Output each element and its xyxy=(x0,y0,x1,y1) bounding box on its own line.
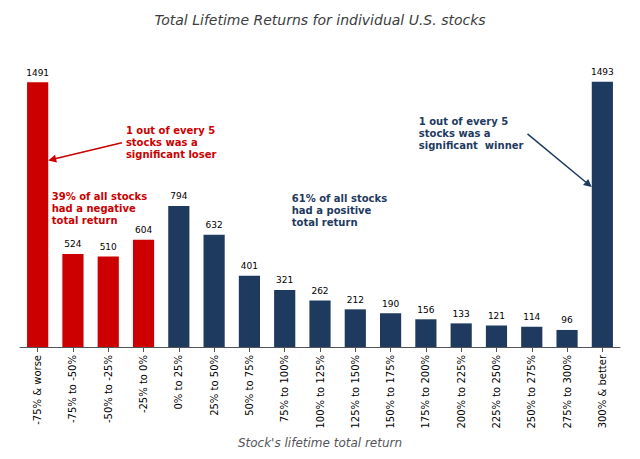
svg-text:190: 190 xyxy=(382,299,399,309)
svg-text:225% to 250%: 225% to 250% xyxy=(491,355,502,429)
svg-text:stocks was a: stocks was a xyxy=(126,137,198,148)
svg-text:401: 401 xyxy=(241,261,258,271)
svg-text:Stock's lifetime total return: Stock's lifetime total return xyxy=(238,436,402,450)
svg-text:321: 321 xyxy=(276,275,293,285)
svg-text:300% & better: 300% & better xyxy=(597,354,608,428)
svg-text:0% to 25%: 0% to 25% xyxy=(173,355,184,410)
svg-text:150% to 175%: 150% to 175% xyxy=(385,355,396,429)
svg-text:-75% to -50%: -75% to -50% xyxy=(67,355,78,423)
svg-text:275% to 300%: 275% to 300% xyxy=(562,355,573,429)
svg-text:156: 156 xyxy=(417,305,434,315)
svg-text:200% to 225%: 200% to 225% xyxy=(456,355,467,429)
svg-text:39% of all stocks: 39% of all stocks xyxy=(52,191,147,202)
svg-text:significant winner: significant winner xyxy=(419,140,524,151)
svg-text:133: 133 xyxy=(453,309,470,319)
svg-text:75% to 100%: 75% to 100% xyxy=(279,355,290,422)
svg-text:1491: 1491 xyxy=(26,68,49,78)
svg-text:significant loser: significant loser xyxy=(126,149,217,160)
svg-text:262: 262 xyxy=(311,286,328,296)
svg-text:-75% & worse: -75% & worse xyxy=(32,355,43,425)
svg-text:total return: total return xyxy=(52,215,118,226)
svg-text:1493: 1493 xyxy=(591,67,614,77)
svg-text:121: 121 xyxy=(488,311,505,321)
svg-text:50% to 75%: 50% to 75% xyxy=(244,355,255,416)
svg-text:114: 114 xyxy=(523,312,540,322)
svg-text:524: 524 xyxy=(64,239,81,249)
svg-text:250% to 275%: 250% to 275% xyxy=(526,355,537,429)
svg-text:175% to 200%: 175% to 200% xyxy=(420,355,431,429)
svg-text:-25% to 0%: -25% to 0% xyxy=(138,355,149,413)
svg-text:632: 632 xyxy=(206,220,223,230)
svg-text:100% to 125%: 100% to 125% xyxy=(315,355,326,429)
svg-text:25% to 50%: 25% to 50% xyxy=(209,355,220,416)
svg-text:Total Lifetime Returns for ind: Total Lifetime Returns for individual U.… xyxy=(154,12,485,28)
svg-text:total return: total return xyxy=(292,217,358,228)
svg-text:212: 212 xyxy=(347,295,364,305)
svg-text:510: 510 xyxy=(100,242,117,252)
svg-text:61% of all stocks: 61% of all stocks xyxy=(292,193,387,204)
svg-text:96: 96 xyxy=(561,315,573,325)
svg-text:794: 794 xyxy=(170,191,187,201)
svg-text:1 out of every 5: 1 out of every 5 xyxy=(419,116,508,127)
svg-text:1 out of every 5: 1 out of every 5 xyxy=(126,125,215,136)
svg-text:had a negative: had a negative xyxy=(52,203,136,214)
svg-text:604: 604 xyxy=(135,225,152,235)
svg-text:125% to 150%: 125% to 150% xyxy=(350,355,361,429)
svg-text:stocks was a: stocks was a xyxy=(419,128,491,139)
svg-text:-50% to -25%: -50% to -25% xyxy=(103,355,114,423)
svg-text:had a positive: had a positive xyxy=(292,205,372,216)
